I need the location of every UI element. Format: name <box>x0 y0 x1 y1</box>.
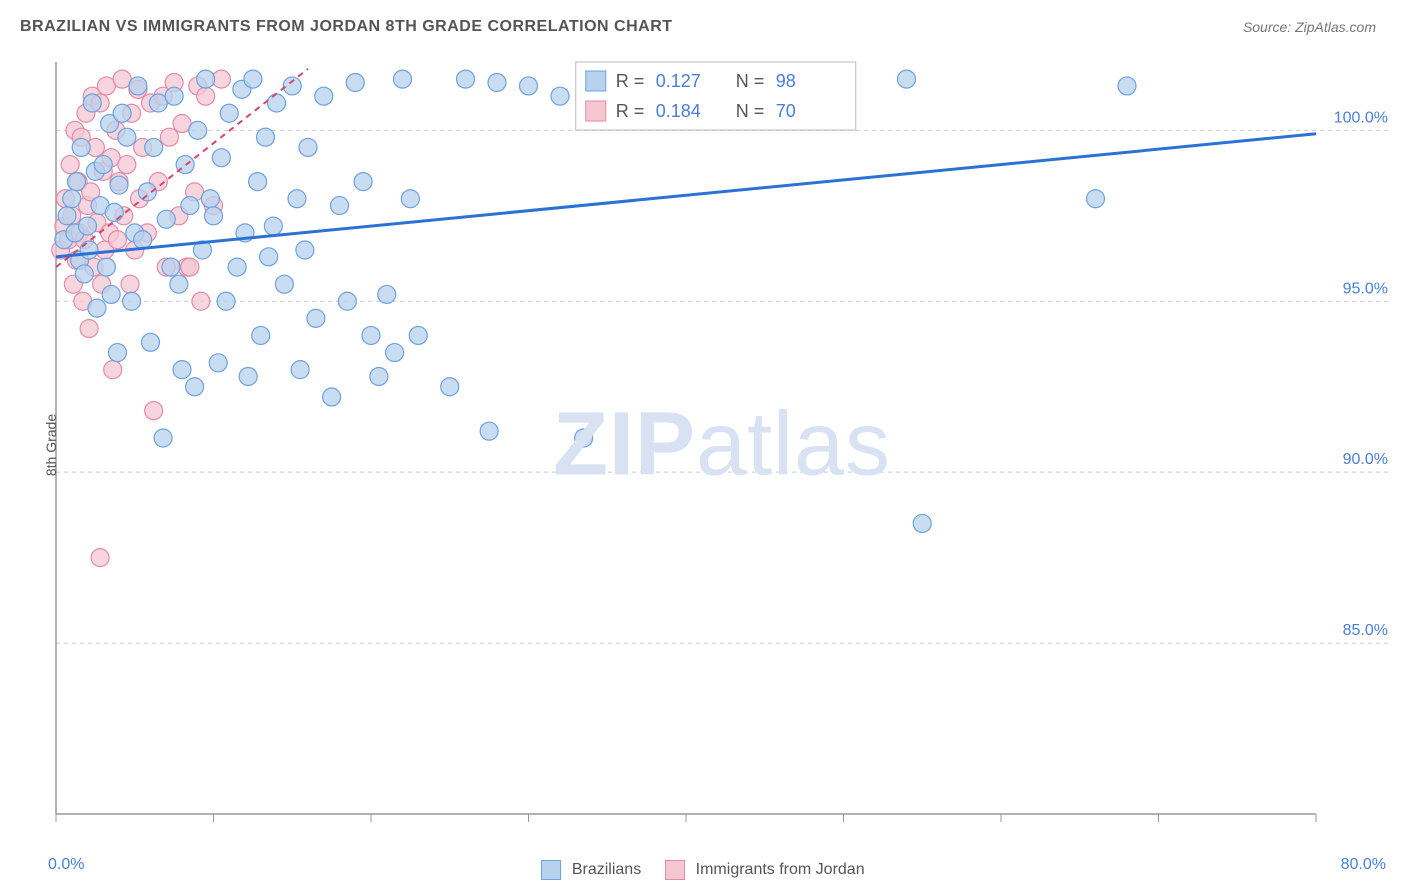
chart-area: 8th Grade ZIPatlas 85.0%90.0%95.0%100.0%… <box>48 58 1396 832</box>
svg-text:100.0%: 100.0% <box>1334 109 1388 126</box>
svg-text:90.0%: 90.0% <box>1343 451 1388 468</box>
svg-text:R =: R = <box>616 101 645 121</box>
bottom-legend: Brazilians Immigrants from Jordan <box>0 860 1406 880</box>
legend-item-jordan: Immigrants from Jordan <box>665 860 864 880</box>
svg-text:70: 70 <box>776 101 796 121</box>
header-bar: BRAZILIAN VS IMMIGRANTS FROM JORDAN 8TH … <box>0 0 1406 44</box>
svg-text:R =: R = <box>616 71 645 91</box>
svg-text:98: 98 <box>776 71 796 91</box>
legend-swatch-blue <box>541 860 561 880</box>
scatter-plot: 85.0% 90.0% 95.0% 100.0% R = 0.127 N = 98 R = 0.1… <box>48 58 1396 832</box>
legend-swatch-pink <box>665 860 685 880</box>
svg-text:0.184: 0.184 <box>656 101 701 121</box>
svg-text:0.127: 0.127 <box>656 71 701 91</box>
svg-text:N =: N = <box>736 71 765 91</box>
svg-text:85.0%: 85.0% <box>1343 622 1388 639</box>
chart-title: BRAZILIAN VS IMMIGRANTS FROM JORDAN 8TH … <box>20 18 673 36</box>
source-attribution: Source: ZipAtlas.com <box>1243 19 1376 35</box>
svg-text:95.0%: 95.0% <box>1343 280 1388 297</box>
legend-item-brazilians: Brazilians <box>541 860 641 880</box>
y-axis-label: 8th Grade <box>43 414 59 476</box>
svg-text:N =: N = <box>736 101 765 121</box>
